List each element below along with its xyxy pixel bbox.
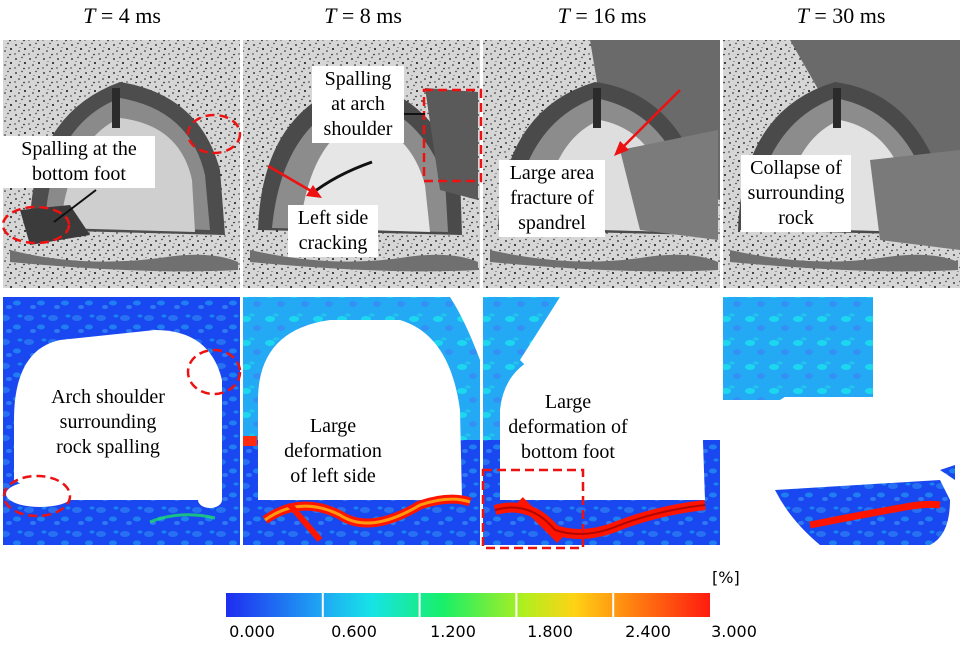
label-arch-shoulder-spalling: Arch shoulder surrounding rock spalling bbox=[51, 386, 165, 458]
arch-shoulder-marker bbox=[186, 113, 242, 155]
strain-panel-8ms bbox=[243, 297, 480, 545]
colorbar-tick-3: 1.800 bbox=[527, 622, 573, 641]
label-spalling-bottom-foot: Spalling at the bottom foot bbox=[3, 136, 155, 188]
bottom-foot-leader bbox=[53, 189, 97, 223]
colorbar-tick-5: 3.000 bbox=[711, 622, 757, 641]
colorbar-tick-1: 0.600 bbox=[331, 622, 377, 641]
strain-panel-4ms bbox=[2, 297, 242, 545]
time-header-30ms: T = 30 ms bbox=[796, 3, 886, 28]
strain-panel-16ms bbox=[481, 297, 720, 550]
spandrel-arrowhead bbox=[614, 141, 629, 156]
label-left-side-cracking: Left side cracking bbox=[288, 205, 378, 257]
colorbar-tick-0: 0.000 bbox=[229, 622, 275, 641]
bottom-foot-marker bbox=[1, 205, 71, 245]
time-header-16ms: T = 16 ms bbox=[557, 3, 647, 28]
left-side-arrowhead bbox=[306, 185, 322, 198]
time-header-8ms: T = 8 ms bbox=[324, 3, 402, 28]
time-header-4ms: T = 4 ms bbox=[83, 3, 161, 28]
spandrel-arrow bbox=[619, 89, 681, 151]
label-deformation-left-side: Large deformation of left side bbox=[284, 415, 382, 487]
colorbar bbox=[226, 593, 710, 617]
label-deformation-bottom-foot: Large deformation of bottom foot bbox=[508, 391, 628, 463]
colorbar-tick-2: 1.200 bbox=[430, 622, 476, 641]
label-spandrel-fracture: Large area fracture of spandrel bbox=[499, 160, 605, 237]
strain-panel-30ms bbox=[723, 297, 955, 545]
photo-annotations bbox=[1, 88, 681, 245]
colorbar-tick-4: 2.400 bbox=[625, 622, 671, 641]
left-side-arrow bbox=[267, 164, 319, 197]
colorbar-unit: [%] bbox=[712, 568, 740, 587]
label-collapse-surrounding-rock: Collapse of surrounding rock bbox=[741, 155, 851, 232]
colorbar-gradient bbox=[226, 593, 710, 617]
label-spalling-arch-shoulder: Spalling at arch shoulder bbox=[312, 66, 404, 143]
arch-shoulder-box bbox=[422, 88, 483, 183]
